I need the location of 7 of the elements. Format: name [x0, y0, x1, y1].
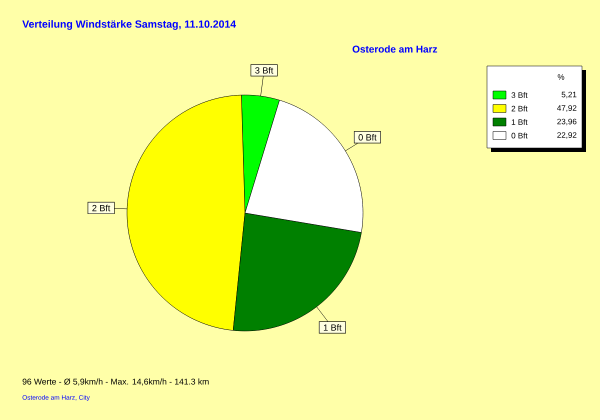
chart-subtitle: Osterode am Harz [352, 45, 438, 53]
slice-label: 0 Bft [358, 134, 377, 141]
slice-label: 3 Bft [255, 67, 274, 74]
text: 96 Werte - Ø 5,9km/h - Max. 14,6km/h - 141.3 km [22, 378, 209, 386]
slice-label: 1 Bft [324, 324, 342, 331]
slice-label: 2 Bft [92, 204, 110, 212]
chart-title: Verteilung Windstärke Samstag, 11.10.2014 [22, 20, 236, 30]
